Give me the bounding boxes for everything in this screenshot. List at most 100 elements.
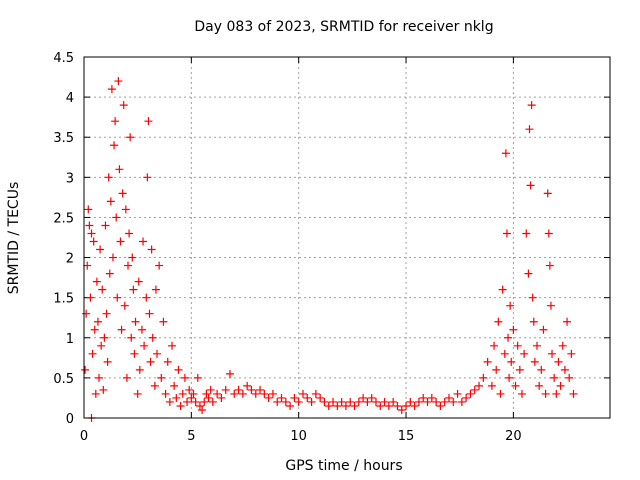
data-point [414,397,423,406]
data-point [234,385,243,394]
data-point [146,357,155,366]
chart-title: Day 083 of 2023, SRMTID for receiver nkl… [194,19,493,35]
data-point [200,397,209,406]
data-point [546,301,555,310]
tick-labels: 0 5 10 15 20 0 0.5 1 1.5 2 2.5 3 3.5 4 4.5 [53,51,521,444]
data-point [329,397,338,406]
data-point [96,245,105,254]
data-point [112,213,121,222]
data-point [140,341,149,350]
data-point [539,325,548,334]
data-point [100,333,109,342]
data-point [115,165,124,174]
data-point [511,381,520,390]
x-tick-label: 15 [398,429,415,444]
data-point [507,357,516,366]
data-point [490,341,499,350]
data-point [475,381,484,390]
data-point [143,173,152,182]
data-point [520,349,529,358]
data-point [337,397,346,406]
data-point [117,325,126,334]
data-point [170,381,179,390]
data-point [217,393,226,402]
data-point [157,373,166,382]
data-point [213,389,222,398]
x-tick-label: 0 [80,429,88,444]
data-point [238,389,247,398]
data-point [104,173,113,182]
data-point [195,401,204,410]
data-point [501,149,510,158]
data-point [363,397,372,406]
data-point [114,77,123,86]
data-point [567,349,576,358]
data-point [487,381,496,390]
data-point [178,389,187,398]
grid [84,57,610,418]
data-point [97,341,106,350]
data-point [110,141,119,150]
data-point [99,385,108,394]
data-point [527,101,536,110]
data-point [150,381,159,390]
data-point [189,389,198,398]
data-point [311,389,320,398]
data-point [436,401,445,410]
data-point [121,205,130,214]
data-point [193,373,202,382]
data-point [479,373,488,382]
data-point [466,389,475,398]
y-tick-label: 3.5 [53,131,74,146]
data-point [191,397,200,406]
y-tick-label: 1.5 [53,292,74,307]
data-point [111,117,120,126]
y-tick-label: 0 [66,412,74,427]
data-point [206,385,215,394]
data-point [558,341,567,350]
data-point [183,397,192,406]
data-point [496,389,505,398]
data-point [569,389,578,398]
data-point [393,401,402,410]
data-point [543,189,552,198]
data-point [256,385,265,394]
x-tick-label: 20 [505,429,522,444]
data-point [515,365,524,374]
data-point [130,349,139,358]
y-tick-label: 0.5 [53,372,74,387]
data-point [98,285,107,294]
data-point [221,385,230,394]
data-point [159,317,168,326]
data-point [107,85,116,94]
data-point [144,117,153,126]
data-point [155,261,164,270]
data-point [180,373,189,382]
data-point [204,393,213,402]
y-tick-label: 4 [66,91,74,106]
data-point [556,381,565,390]
data-point [563,317,572,326]
data-point [552,389,561,398]
data-point [161,389,170,398]
data-point [84,205,93,214]
data-point [135,365,144,374]
data-point [545,261,554,270]
data-point [367,393,376,402]
data-point [165,397,174,406]
data-point [187,393,196,402]
data-point [525,125,534,134]
data-point [174,365,183,374]
data-points [81,77,578,422]
data-point [243,381,252,390]
data-point [290,393,299,402]
data-point [457,397,466,406]
data-point [120,301,129,310]
data-point [419,393,428,402]
data-point [550,373,559,382]
data-point [294,397,303,406]
data-point [83,261,92,270]
data-point [406,397,415,406]
data-point [124,261,133,270]
